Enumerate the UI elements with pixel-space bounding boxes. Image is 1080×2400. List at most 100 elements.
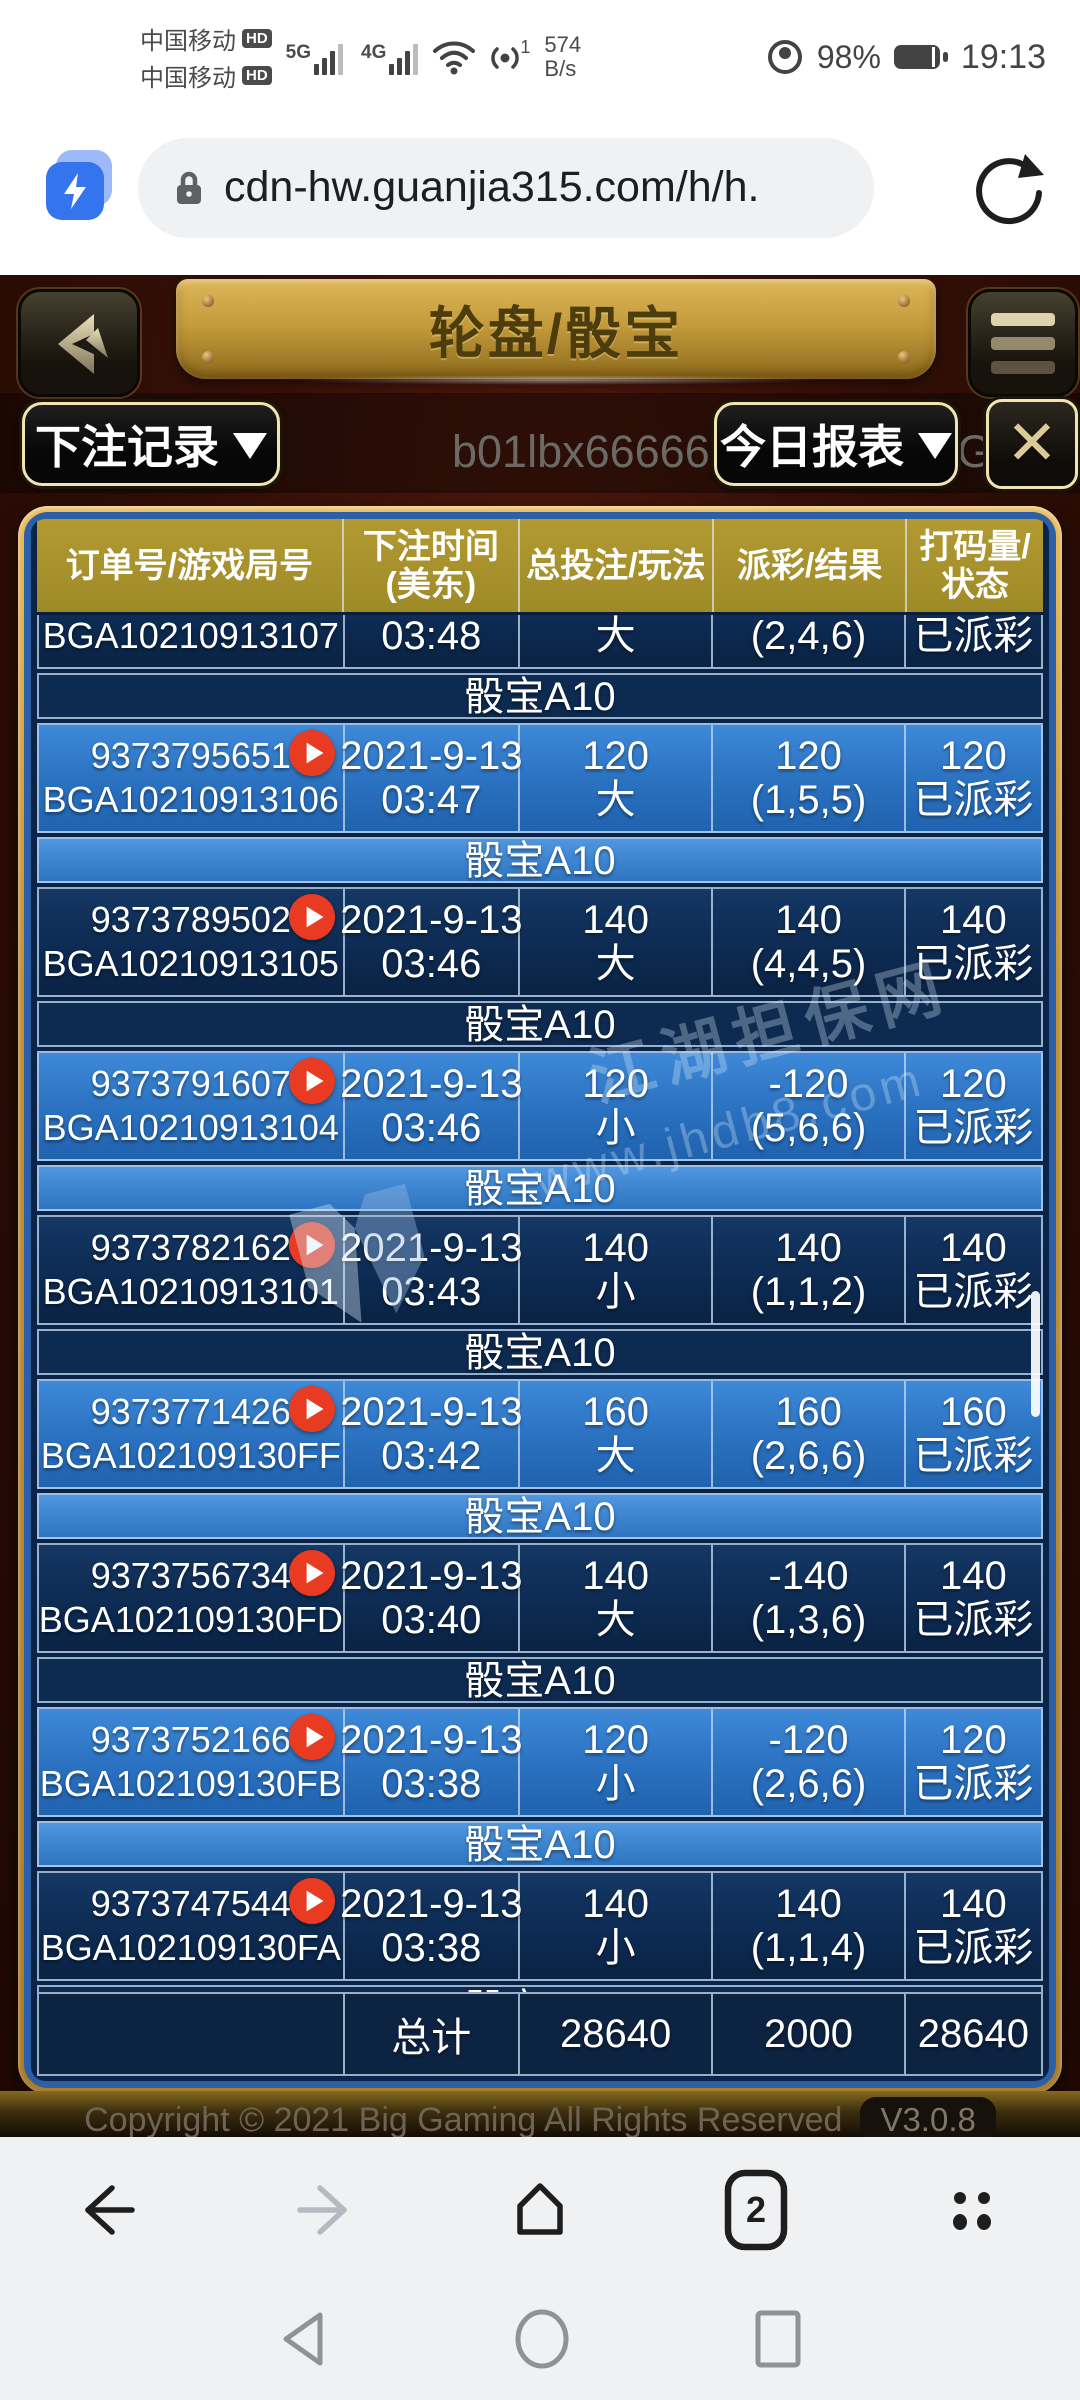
page-title: 轮盘/骰宝 [428,301,684,365]
replay-icon[interactable] [288,1222,335,1268]
turnover-amount: 140 [939,898,1007,942]
column-header: 打码量/状态 [919,527,1031,604]
hd-icon: HD [242,29,272,48]
android-nav-bar [0,2289,1080,2389]
status-bar: 中国移动 HD 中国移动 HD 5G 4G [0,0,1080,100]
payout-status: 已派彩 [913,942,1034,986]
game-group-separator: 骰宝A10 [37,837,1043,883]
title-banner: 轮盘/骰宝 [176,279,936,385]
menu-dots-icon [953,2192,991,2230]
bet-amount-cell: 140 大 [520,1545,714,1651]
game-round-number: BGA102109130FA [40,1927,341,1968]
close-button[interactable]: ✕ [986,399,1078,489]
dice-result: (1,1,4) [750,1926,867,1970]
play-type: 大 [595,1434,636,1478]
replay-icon[interactable] [288,1550,335,1596]
browser-menu-button[interactable] [926,2164,1018,2256]
dice-result: (1,5,5) [750,778,867,822]
payout-result-cell: 140 (1,1,4) [713,1873,906,1979]
replay-icon[interactable] [288,1878,335,1924]
android-recents-icon[interactable] [750,2307,806,2371]
browser-tabs-button[interactable]: 2 [710,2164,802,2256]
tab-counter-icon [724,2169,788,2251]
network-4g-label: 4G [361,42,387,63]
browser-bottom-bar: 2 [0,2137,1080,2400]
android-back-icon[interactable] [274,2307,334,2371]
chevron-down-icon [233,433,267,459]
bet-amount-cell: 120 大 [520,725,714,831]
scrollbar-thumb[interactable] [1031,1291,1040,1417]
payout-status: 已派彩 [913,1106,1034,1150]
payout-amount: 160 [775,1390,842,1434]
order-game-cell: 9373782162 BGA10210913101 [39,1217,345,1323]
turnover-status-cell: 120 已派彩 [906,1053,1041,1159]
table-row: 9373771426 BGA102109130FF 2021-9-13 03:4… [37,1379,1043,1489]
menu-button[interactable] [968,289,1078,397]
game-group-separator: 骰宝A10 [37,673,1043,719]
browser-forward-button[interactable] [278,2164,370,2256]
payout-status: 已派彩 [913,778,1034,822]
browser-back-button[interactable] [62,2164,154,2256]
replay-icon[interactable] [288,1714,335,1760]
back-arrow-icon [85,2185,135,2235]
order-number: 9373791607 [90,1063,291,1104]
replay-icon[interactable] [288,730,335,776]
payout-amount: 140 [775,898,842,942]
turnover-status-cell: 160 已派彩 [906,1381,1041,1487]
browser-url-bar: cdn-hw.guanjia315.com/h/h. [0,100,1080,275]
hotspot-count: 1 [520,37,531,57]
today-report-dropdown[interactable]: 今日报表 [714,402,958,486]
order-number: 9373747544 [90,1883,291,1924]
bet-date: 2021-9-13 [340,734,523,778]
dice-result: (2,4,6) [750,614,867,658]
replay-icon[interactable] [288,1386,335,1432]
bet-amount: 160 [582,1390,650,1434]
payout-result-cell: 160 (2,6,6) [713,1381,906,1487]
turnover-amount: 120 [939,1718,1007,1762]
bet-time: 03:38 [381,1926,482,1970]
table-viewport: 订单号/游戏局号 下注时间 (美东) 总投注/玩法 派彩/结果 打码量/状态 BGA10… [31,519,1049,2081]
dice-result: (5,6,6) [750,1106,867,1150]
browser-app-icon[interactable] [46,149,112,220]
address-bar[interactable]: cdn-hw.guanjia315.com/h/h. [138,137,874,238]
android-home-icon[interactable] [510,2307,574,2371]
reload-icon[interactable] [970,148,1050,228]
bet-time-cell: 2021-9-13 03:47 [340,725,522,831]
bet-date: 2021-9-13 [340,1882,523,1926]
turnover-amount: 140 [939,1226,1007,1270]
game-area: 轮盘/骰宝 b01lbx666666 欢迎光临BG真人 下注记录 今日报表 ✕ … [0,275,1080,2137]
forward-arrow-icon [297,2185,347,2235]
bet-time: 03:46 [381,1106,482,1150]
bet-time: 03:40 [381,1598,482,1642]
tab-count: 2 [745,2189,767,2230]
payout-amount: 120 [775,734,842,778]
turnover-amount: 140 [939,1554,1007,1598]
signal-bars-icon [314,44,344,75]
game-round-number: BGA102109130FB [39,1763,342,1804]
browser-home-button[interactable] [494,2164,586,2256]
bet-date: 2021-9-13 [340,898,523,942]
replay-icon[interactable] [288,894,335,940]
replay-icon[interactable] [288,1058,335,1104]
order-number: 9373756734 [90,1555,291,1596]
game-round-number: BGA10210913101 [42,1271,339,1312]
back-button[interactable] [18,289,140,397]
bet-records-dropdown[interactable]: 下注记录 [22,402,280,486]
table-row: 9373791607 BGA10210913104 2021-9-13 03:4… [37,1051,1043,1161]
order-game-cell: 9373752166 BGA102109130FB [39,1709,345,1815]
home-icon [517,2183,563,2235]
game-group-separator: 骰宝A10 [37,1821,1043,1867]
signal-bars-icon [389,44,419,75]
game-group-separator: 骰宝A10 [37,1657,1043,1703]
clock: 19:13 [960,37,1046,76]
bet-time: 03:42 [381,1434,482,1478]
column-header: 总投注/玩法 [520,519,715,612]
wifi-icon [433,41,476,75]
close-icon: ✕ [1006,409,1058,478]
bet-amount: 120 [582,1718,650,1762]
hd-icon: HD [242,66,272,85]
bet-time: 03:47 [381,778,482,822]
bet-time: 03:46 [381,942,482,986]
turnover-status-cell: 已派彩 [906,561,1041,667]
payout-status: 已派彩 [913,1434,1034,1478]
